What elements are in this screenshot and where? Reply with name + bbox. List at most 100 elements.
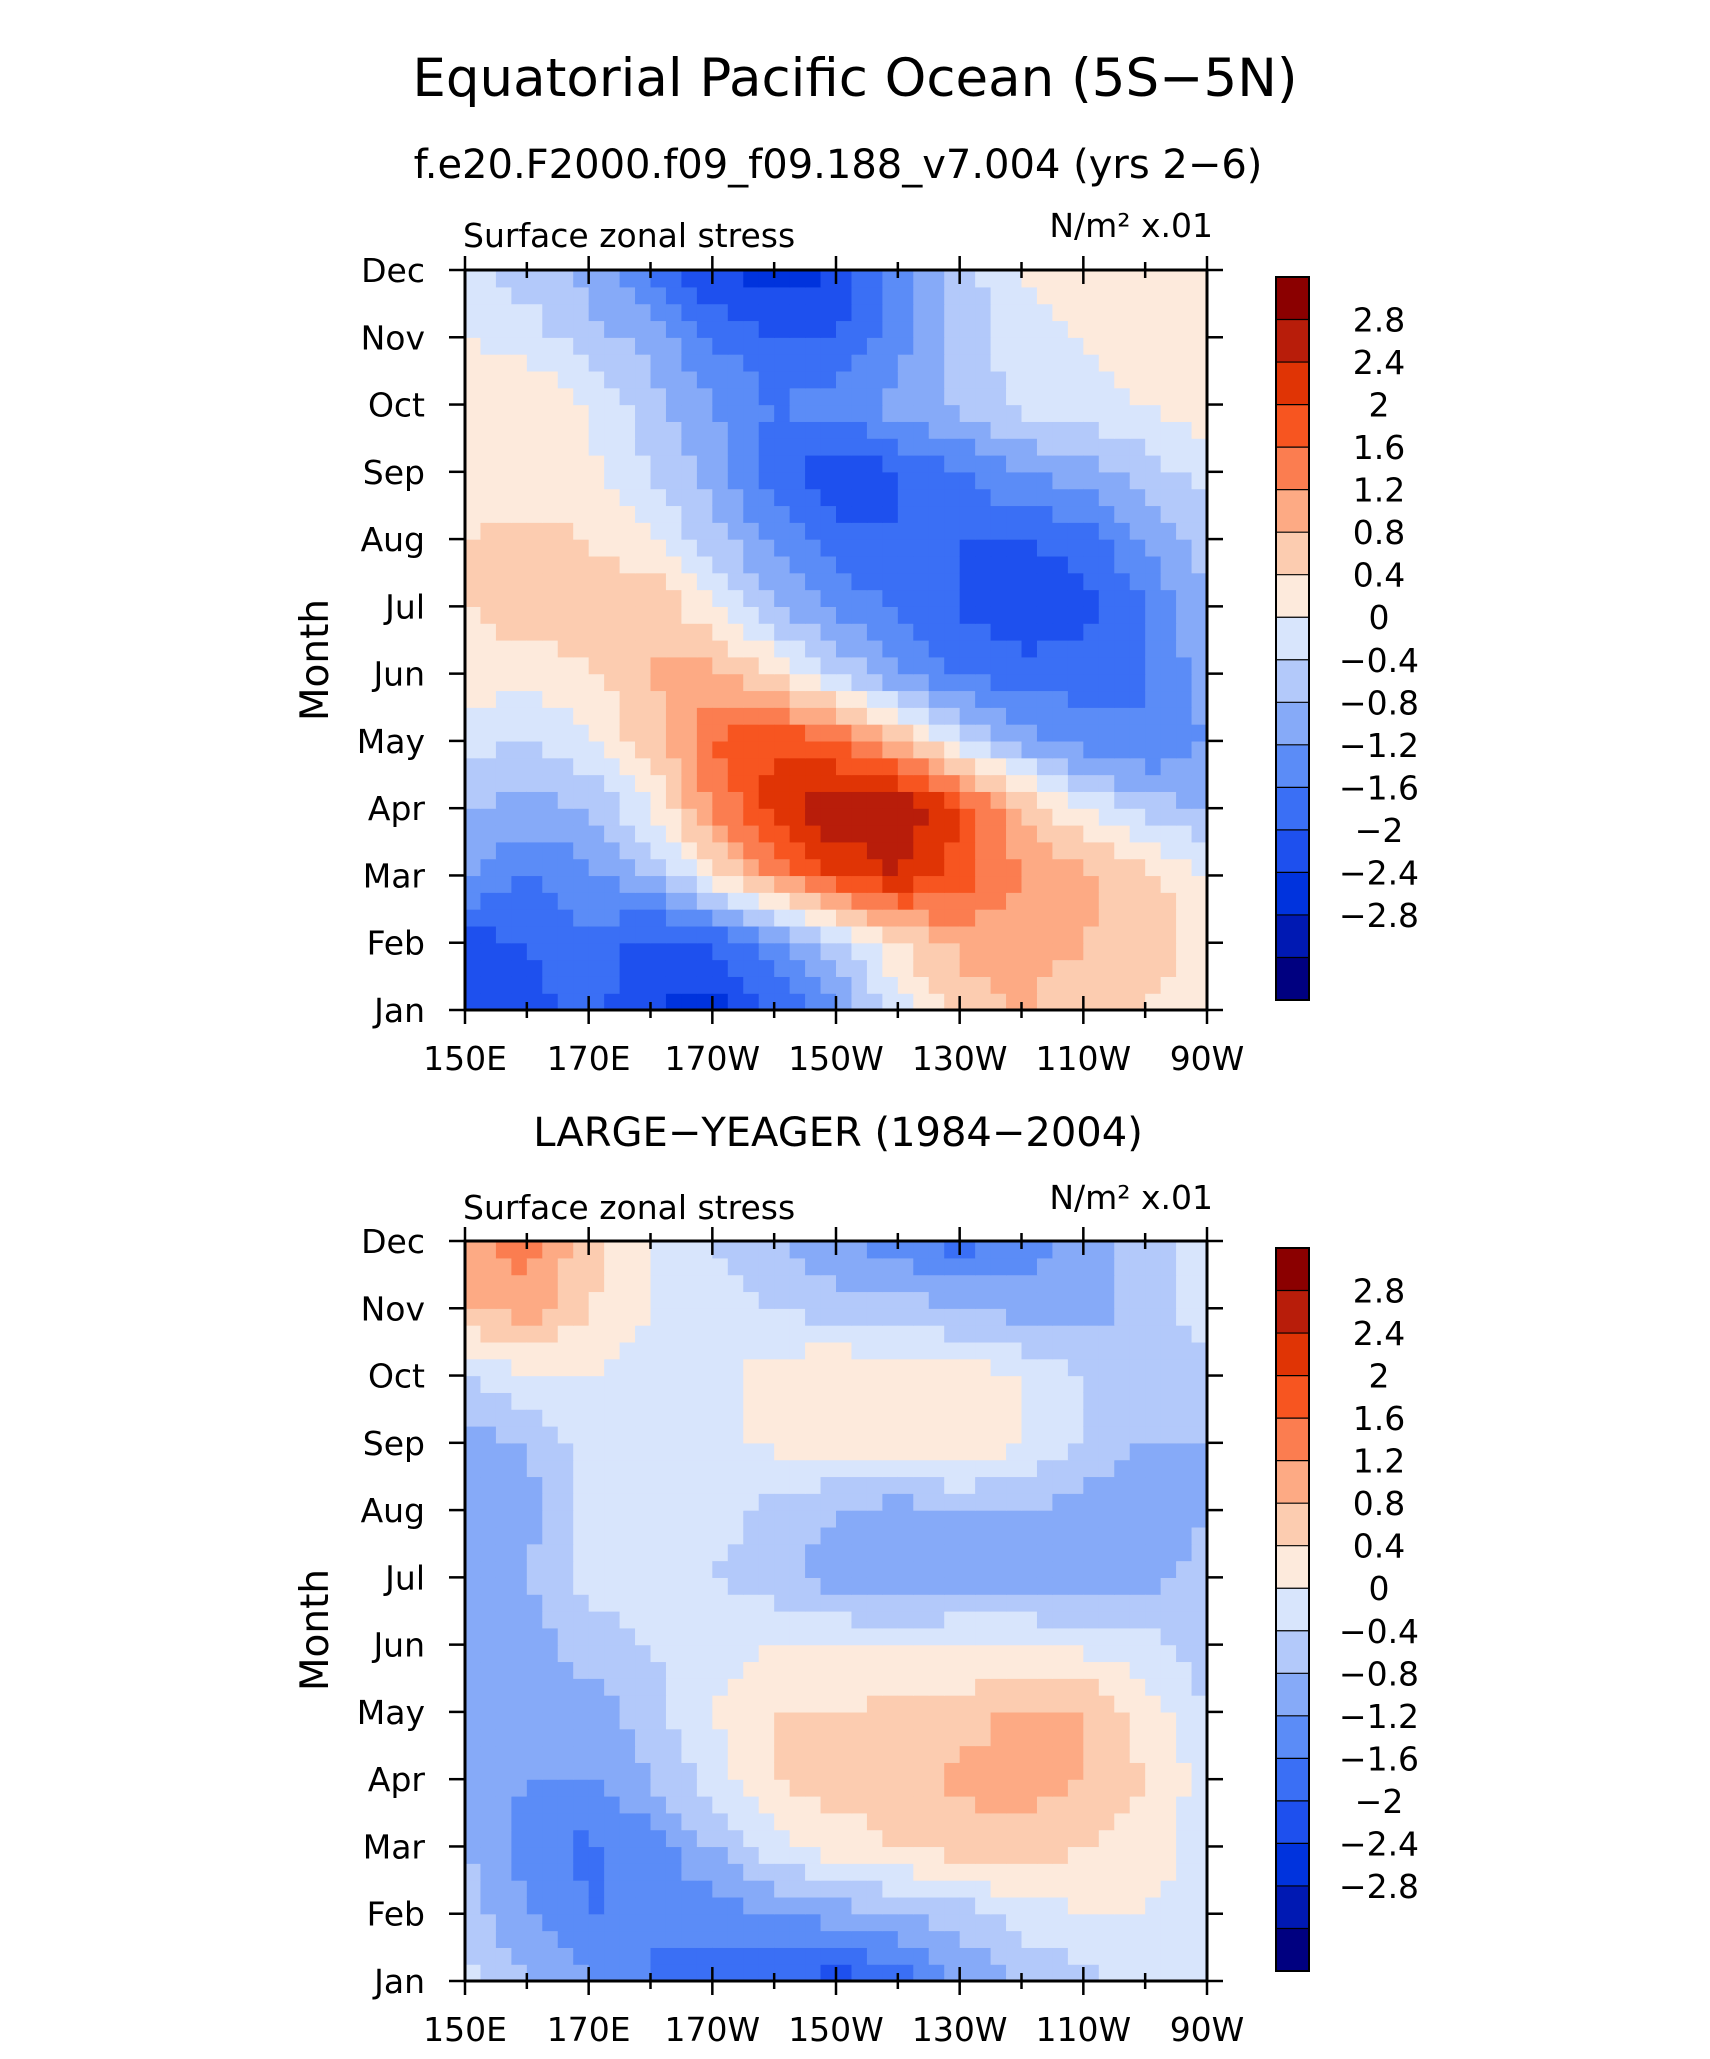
heatmap-cell: [851, 455, 868, 473]
heatmap-cell: [774, 724, 791, 742]
heatmap-cell: [805, 1779, 822, 1797]
heatmap-cell: [573, 1409, 590, 1427]
heatmap-cell: [1176, 942, 1193, 961]
heatmap-cell: [1191, 1426, 1208, 1444]
heatmap-cell: [851, 1779, 868, 1797]
heatmap-cell: [511, 1375, 528, 1393]
heatmap-cell: [944, 1392, 961, 1410]
x-tick-label: 170E: [547, 2010, 631, 2049]
heatmap-cell: [542, 438, 559, 456]
heatmap-cell: [1036, 1863, 1054, 1881]
heatmap-cell: [465, 606, 482, 624]
heatmap-cell: [975, 1896, 992, 1915]
heatmap-cell: [1176, 522, 1193, 540]
heatmap-cell: [1006, 337, 1023, 355]
heatmap-cell: [805, 488, 822, 507]
heatmap-cell: [1160, 572, 1177, 591]
heatmap-cell: [944, 1930, 961, 1948]
heatmap-cell: [1036, 1577, 1054, 1595]
heatmap-cell: [588, 555, 605, 574]
heatmap-cell: [836, 1863, 853, 1881]
heatmap-cell: [604, 539, 621, 557]
heatmap-cell: [1160, 438, 1177, 456]
heatmap-cell: [758, 925, 775, 944]
heatmap-cell: [1114, 1964, 1131, 1982]
heatmap-cell: [696, 1493, 713, 1511]
heatmap-cell: [758, 505, 775, 523]
heatmap-cell: [836, 808, 853, 826]
heatmap-cell: [789, 875, 806, 893]
heatmap-cell: [1083, 270, 1100, 288]
heatmap-cell: [511, 925, 528, 944]
heatmap-cell: [573, 1442, 590, 1461]
heatmap-cell: [897, 404, 914, 422]
heatmap-cell: [635, 1257, 652, 1276]
heatmap-cell: [851, 471, 868, 490]
heatmap-cell: [1083, 640, 1100, 658]
heatmap-cell: [542, 791, 559, 809]
heatmap-cell: [526, 555, 543, 574]
heatmap-cell: [681, 1560, 698, 1578]
heatmap-cell: [727, 1947, 744, 1965]
heatmap-cell: [650, 1930, 667, 1948]
heatmap-cell: [866, 1964, 883, 1982]
heatmap-cell: [588, 320, 605, 338]
heatmap-cell: [1160, 1846, 1177, 1864]
heatmap-cell: [511, 1442, 528, 1461]
heatmap-cell: [681, 455, 698, 473]
heatmap-cell: [820, 1577, 837, 1595]
heatmap-cell: [959, 707, 976, 725]
heatmap-cell: [1145, 1274, 1162, 1293]
heatmap-cell: [913, 1291, 930, 1309]
heatmap-cell: [712, 707, 729, 725]
heatmap-cell: [928, 1728, 945, 1747]
heatmap-cell: [1021, 959, 1038, 977]
heatmap-cell: [573, 270, 590, 288]
heatmap-cell: [1098, 606, 1115, 624]
heatmap-cell: [1145, 1896, 1162, 1915]
heatmap-cell: [604, 387, 621, 406]
heatmap-cell: [588, 438, 605, 456]
x-tick-label: 90W: [1170, 2010, 1245, 2049]
heatmap-cell: [789, 438, 806, 456]
heatmap-cell: [743, 825, 760, 843]
heatmap-cell: [526, 1796, 543, 1814]
heatmap-cell: [959, 1728, 976, 1747]
heatmap-cell: [465, 1711, 482, 1730]
colorbar-label: −1.2: [1339, 726, 1419, 765]
heatmap-cell: [944, 757, 961, 776]
heatmap-cell: [495, 1728, 512, 1747]
heatmap-cell: [975, 555, 992, 574]
heatmap-cell: [959, 606, 976, 624]
heatmap-cell: [1036, 1274, 1054, 1293]
heatmap-cell: [727, 1274, 744, 1293]
heatmap-cell: [480, 1476, 497, 1494]
heatmap-cell: [1098, 539, 1115, 557]
heatmap-cell: [1191, 909, 1208, 927]
heatmap-cell: [665, 1796, 683, 1814]
heatmap-cell: [944, 1829, 961, 1848]
heatmap-cell: [1098, 1560, 1115, 1578]
heatmap-cell: [866, 925, 883, 944]
heatmap-cell: [897, 522, 914, 540]
heatmap-cell: [866, 1779, 883, 1797]
heatmap-cell: [480, 1241, 497, 1259]
heatmap-cell: [1114, 1644, 1131, 1663]
heatmap-cell: [588, 1594, 605, 1612]
heatmap-cell: [1052, 841, 1069, 860]
heatmap-cell: [789, 522, 806, 540]
heatmap-cell: [789, 673, 806, 692]
heatmap-cell: [727, 1863, 744, 1881]
heatmap-cell: [1145, 1627, 1162, 1646]
heatmap-cell: [650, 1493, 667, 1511]
colorbar-label: −1.6: [1339, 1739, 1419, 1778]
heatmap-cell: [495, 1695, 512, 1713]
heatmap-cell: [1052, 522, 1069, 540]
heatmap-cell: [604, 959, 621, 977]
heatmap-cell: [495, 286, 512, 305]
heatmap-cell: [1160, 1409, 1177, 1427]
heatmap-cell: [743, 1543, 760, 1562]
heatmap-cell: [1129, 354, 1146, 372]
heatmap-cell: [959, 1930, 976, 1948]
heatmap-cell: [1160, 1392, 1177, 1410]
